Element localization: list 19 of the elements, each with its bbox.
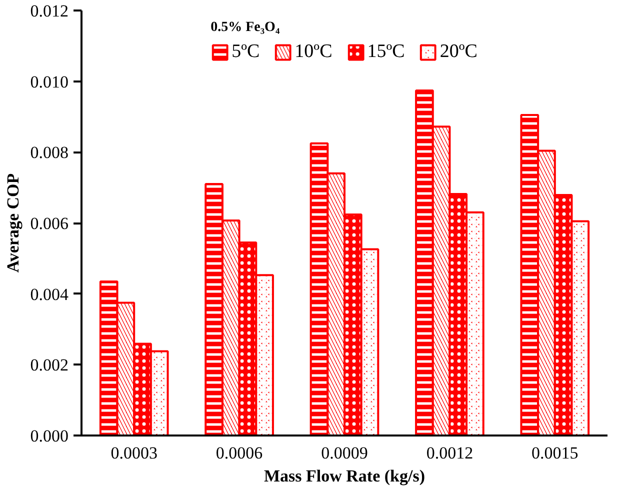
legend-label: 15ºC — [367, 41, 405, 63]
legend-label: 5ºC — [232, 41, 260, 63]
x-tick-label: 0.0009 — [321, 444, 368, 462]
y-tick-label: 0.008 — [30, 143, 68, 162]
y-tick-label: 0.010 — [30, 72, 68, 92]
y-tick-label: 0.006 — [30, 214, 68, 233]
x-axis-title: Mass Flow Rate (kg/s) — [264, 466, 426, 486]
legend-title: 0.5% Fe₃O₄ — [210, 20, 281, 36]
x-tick-label: 0.0003 — [110, 444, 158, 462]
x-tick-label: 0.0006 — [216, 444, 263, 462]
y-tick-label: 0.004 — [30, 284, 69, 304]
x-tick-label: 0.0012 — [426, 444, 474, 462]
y-tick-label: 0.012 — [30, 2, 68, 20]
legend-label: 10ºC — [294, 41, 332, 63]
y-tick-label: 0.000 — [30, 426, 68, 446]
y-axis-title: Average COP — [3, 173, 22, 273]
y-tick-label: 0.002 — [30, 356, 68, 375]
legend-label: 20ºC — [440, 41, 478, 63]
x-tick-label: 0.0015 — [532, 444, 578, 462]
